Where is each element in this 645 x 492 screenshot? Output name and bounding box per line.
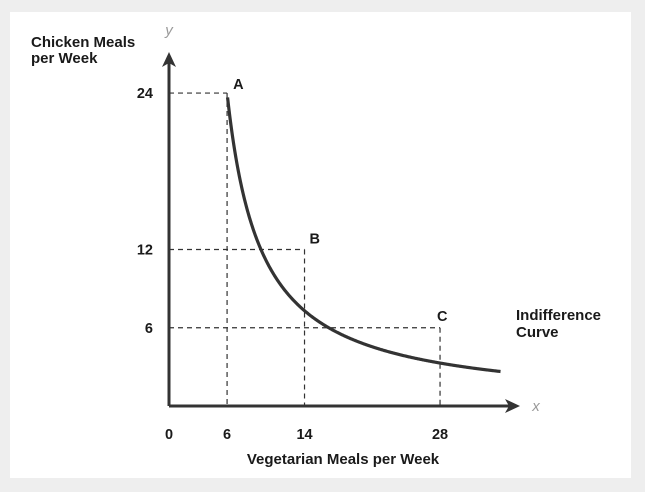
x-axis-title: Vegetarian Meals per Week: [247, 451, 440, 468]
curve-label-line-2: Curve: [516, 324, 559, 341]
point-label-a: A: [233, 77, 244, 93]
y-tick-label-6: 6: [145, 321, 153, 337]
y-tick-label-12: 12: [137, 243, 153, 259]
y-axis-title-line-1: Chicken Meals: [31, 34, 135, 51]
x-tick-label-28: 28: [432, 427, 448, 443]
y-axis-title-line-2: per Week: [31, 50, 98, 67]
origin-label: 0: [165, 427, 173, 443]
x-axis-arrowhead: [505, 399, 520, 413]
point-label-c: C: [437, 309, 448, 325]
y-axis-arrowhead: [162, 52, 176, 67]
x-tick-label-6: 6: [223, 427, 231, 443]
chart-frame: x y Chicken Meals per Week Vegetarian Meals …: [10, 12, 631, 478]
indifference-curve-line: [225, 97, 501, 374]
curve-label-line-1: Indifference: [516, 307, 601, 324]
y-tick-label-24: 24: [137, 86, 153, 102]
guide-lines: [169, 92, 441, 406]
y-axis-symbol: y: [164, 22, 174, 39]
x-axis-symbol: x: [531, 398, 540, 415]
x-tick-label-14: 14: [296, 427, 312, 443]
axes: [162, 52, 520, 413]
point-label-b: B: [310, 232, 320, 248]
